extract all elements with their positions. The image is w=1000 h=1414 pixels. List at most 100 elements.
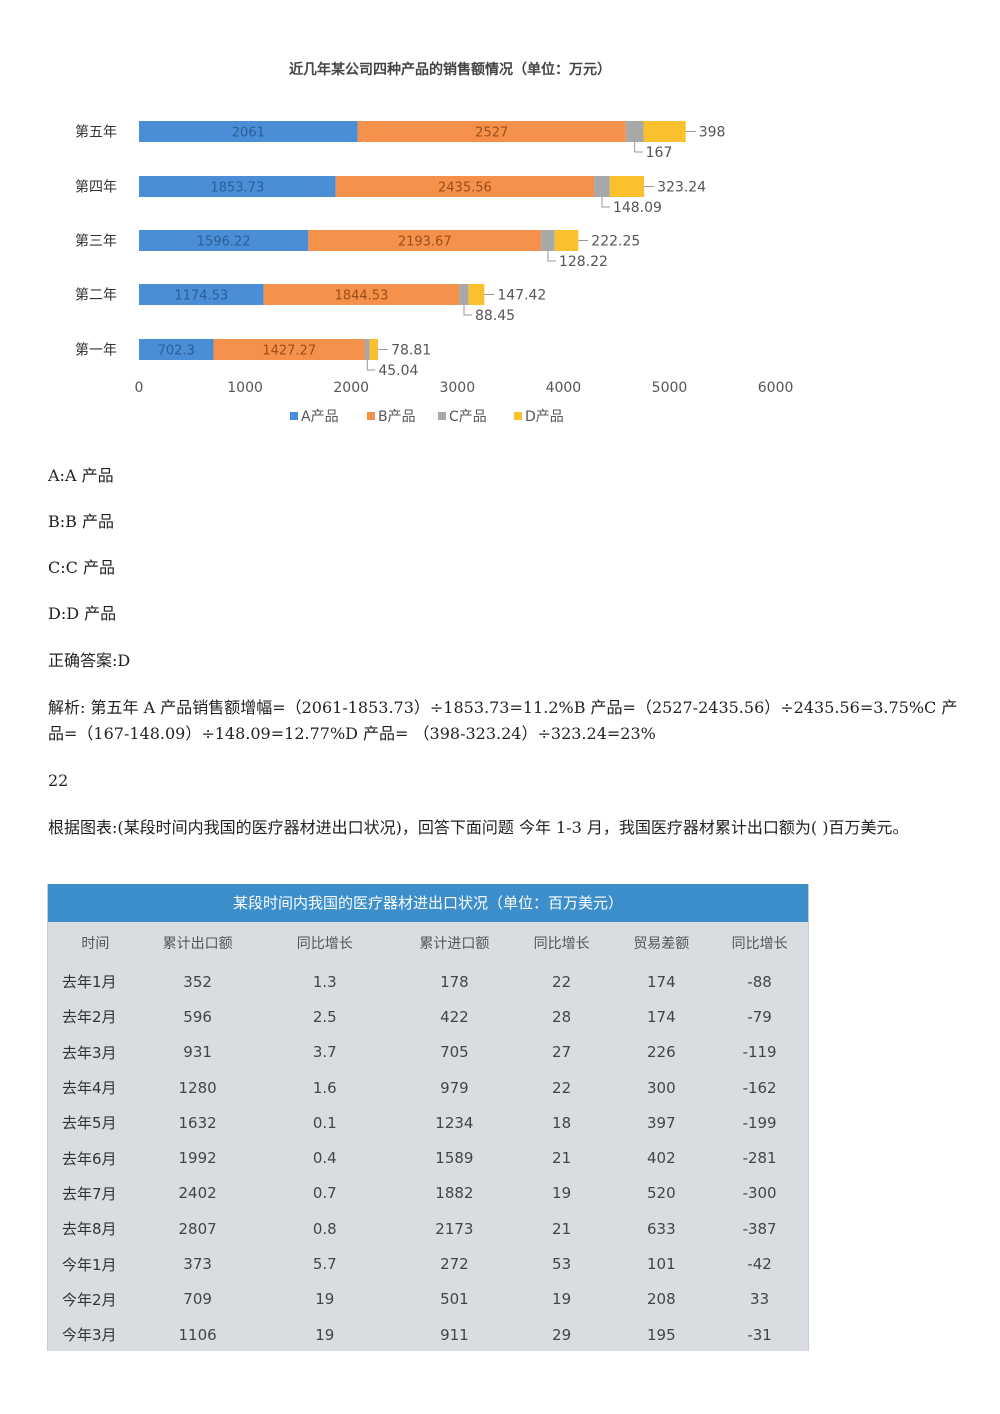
- correct-answer: 正确答案:D: [48, 651, 131, 670]
- cell-export: 596: [183, 1007, 212, 1026]
- cell-time: 去年1月: [62, 973, 117, 992]
- bar-b: [335, 176, 595, 197]
- legend-label: D产品: [525, 409, 564, 425]
- bar-c: [541, 230, 555, 251]
- cell-balance: 226: [647, 1043, 676, 1062]
- data-label-c: 148.09: [613, 200, 662, 216]
- cell-balance: 208: [647, 1290, 676, 1309]
- table-row: 去年1月 352 1.3 178 22 174 -88: [48, 964, 808, 999]
- cell-time: 去年7月: [62, 1184, 117, 1203]
- bar-c: [364, 339, 370, 360]
- cell-time: 去年6月: [62, 1149, 117, 1168]
- table-title: 某段时间内我国的医疗器材进出口状况（单位：百万美元）: [48, 884, 808, 922]
- cell-export-growth: 19: [315, 1290, 335, 1309]
- cell-export-growth: 0.8: [312, 1219, 337, 1238]
- option-b[interactable]: B:B 产品: [48, 512, 114, 531]
- bar-b: [308, 230, 542, 251]
- table-row: 去年5月 1632 0.1 1234 18 397 -199: [48, 1105, 808, 1140]
- header-import: 累计进口额: [419, 936, 490, 952]
- cell-export-growth: 0.4: [312, 1149, 337, 1168]
- cell-balance: 633: [647, 1219, 676, 1238]
- cell-export: 373: [183, 1255, 212, 1274]
- bar-c: [459, 284, 469, 305]
- cell-import-growth: 27: [552, 1043, 572, 1062]
- cell-time: 今年3月: [62, 1326, 117, 1345]
- cell-export-growth: 3.7: [312, 1043, 337, 1062]
- bar-a: [139, 176, 336, 197]
- cell-export-growth: 1.3: [312, 972, 337, 991]
- cell-balance-growth: -162: [742, 1078, 777, 1097]
- cell-export: 931: [183, 1043, 212, 1062]
- bar-d: [468, 284, 485, 305]
- chart-svg: 近几年某公司四种产品的销售额情况（单位：万元） 第五年 2061 2527 167 398…: [75, 61, 793, 425]
- trade-table-image: 某段时间内我国的医疗器材进出口状况（单位：百万美元） 时间 累计出口额 同比增长…: [47, 884, 809, 1351]
- header-balance: 贸易差额: [633, 936, 690, 952]
- cell-export-growth: 0.7: [312, 1184, 337, 1203]
- data-label-a: 1174.53: [174, 289, 228, 304]
- cell-export: 2402: [178, 1184, 217, 1203]
- bar-b: [213, 339, 365, 360]
- cell-import: 911: [440, 1325, 469, 1344]
- cell-balance-growth: -79: [747, 1007, 772, 1026]
- cell-time: 去年5月: [62, 1114, 117, 1133]
- option-a[interactable]: A:A 产品: [48, 466, 114, 485]
- legend-label: A产品: [301, 409, 339, 425]
- cell-time: 去年3月: [62, 1043, 117, 1062]
- question-text: 根据图表:(某段时间内我国的医疗器材进出口状况)，回答下面问题 今年 1-3 月…: [48, 818, 909, 837]
- trade-table: 时间 累计出口额 同比增长 累计进口额 同比增长 贸易差额 同比增长 去年1月 3…: [48, 922, 808, 1351]
- category-label: 第一年: [75, 342, 117, 359]
- cell-time: 今年2月: [62, 1290, 117, 1309]
- cell-import: 705: [440, 1043, 469, 1062]
- header-import-growth: 同比增长: [533, 936, 590, 952]
- data-label-c: 88.45: [475, 308, 515, 324]
- category-label: 第五年: [75, 124, 117, 141]
- data-label-b: 1427.27: [262, 344, 316, 359]
- bar-d: [369, 339, 379, 360]
- legend-swatch-b: [367, 412, 375, 420]
- table-row: 去年2月 596 2.5 422 28 174 -79: [48, 999, 808, 1034]
- cell-balance-growth: 33: [750, 1290, 770, 1309]
- cell-import-growth: 53: [552, 1255, 572, 1274]
- cell-time: 去年8月: [62, 1220, 117, 1239]
- legend-label: C产品: [449, 409, 487, 425]
- data-label-b: 2527: [475, 126, 508, 141]
- x-tick-label: 0: [135, 380, 144, 396]
- cell-import: 178: [440, 972, 469, 991]
- cell-export-growth: 2.5: [312, 1007, 337, 1026]
- bar-d: [609, 176, 645, 197]
- header-export-growth: 同比增长: [296, 936, 353, 952]
- cell-import-growth: 19: [552, 1290, 572, 1309]
- data-label-d: 222.25: [591, 234, 640, 250]
- legend-swatch-d: [514, 412, 522, 420]
- header-export: 累计出口额: [162, 936, 233, 952]
- table-row: 去年4月 1280 1.6 979 22 300 -162: [48, 1070, 808, 1105]
- bar-b: [263, 284, 460, 305]
- cell-import-growth: 29: [552, 1325, 572, 1344]
- stacked-bar-chart: 近几年某公司四种产品的销售额情况（单位：万元） 第五年 2061 2527 167 398…: [40, 40, 830, 440]
- cell-import: 501: [440, 1290, 469, 1309]
- cell-balance-growth: -31: [747, 1325, 772, 1344]
- category-label: 第三年: [75, 233, 117, 250]
- table-row: 去年3月 931 3.7 705 27 226 -119: [48, 1035, 808, 1070]
- cell-import-growth: 21: [552, 1219, 572, 1238]
- cell-export: 1106: [178, 1325, 217, 1344]
- bar-a: [139, 230, 309, 251]
- data-label-a: 702.3: [158, 344, 195, 359]
- cell-balance: 174: [647, 1007, 676, 1026]
- cell-import: 2173: [435, 1219, 474, 1238]
- data-label-b: 1844.53: [335, 289, 389, 304]
- bar-c: [625, 121, 644, 142]
- cell-export: 1992: [178, 1149, 217, 1168]
- cell-balance-growth: -281: [742, 1149, 777, 1168]
- data-label-d: 323.24: [657, 180, 706, 196]
- bar-d: [554, 230, 579, 251]
- leader-line-c: [547, 251, 556, 262]
- x-tick-label: 4000: [546, 380, 582, 396]
- chart-title: 近几年某公司四种产品的销售额情况（单位：万元）: [289, 61, 611, 78]
- bar-a: [139, 284, 264, 305]
- option-d[interactable]: D:D 产品: [48, 604, 117, 623]
- data-label-a: 1596.22: [197, 235, 251, 250]
- option-c[interactable]: C:C 产品: [48, 558, 115, 577]
- header-time: 时间: [81, 936, 110, 952]
- cell-import-growth: 19: [552, 1184, 572, 1203]
